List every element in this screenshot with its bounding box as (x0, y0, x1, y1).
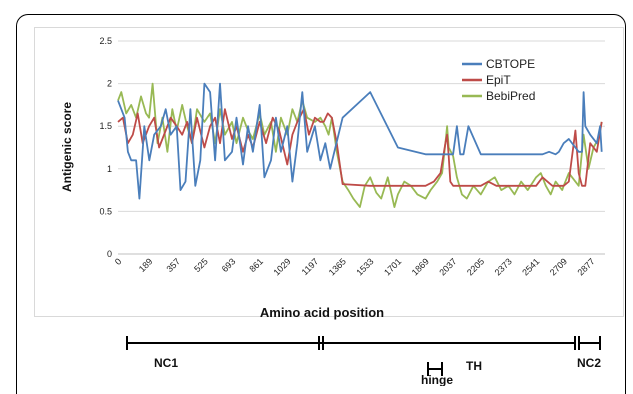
legend-label-epit: EpiT (486, 73, 511, 87)
x-tick-label: 1701 (382, 256, 403, 277)
gridlines (118, 40, 605, 212)
legend-label-bebipred: BebiPred (486, 89, 535, 103)
legend-label-cbtope: CBTOPE (486, 57, 535, 71)
y-tick-label: 2 (107, 79, 112, 89)
nc1-label: NC1 (154, 356, 178, 370)
x-tick-label: 2877 (576, 256, 597, 277)
x-tick-label: 1869 (410, 256, 431, 277)
y-tick-label: 2.5 (99, 36, 112, 46)
x-tick-label: 1533 (354, 256, 375, 277)
x-tick-label: 0 (113, 256, 124, 267)
x-tick-label: 1029 (271, 256, 292, 277)
y-axis-ticks: 0 0.5 1 1.5 2 2.5 (99, 36, 112, 259)
x-tick-label: 357 (164, 256, 182, 274)
x-tick-label: 1365 (327, 256, 348, 277)
x-tick-label: 693 (220, 256, 238, 274)
x-tick-label: 2373 (493, 256, 514, 277)
x-tick-label: 861 (247, 256, 265, 274)
x-axis-label: Amino acid position (260, 305, 384, 320)
antigenic-score-chart: 0 0.5 1 1.5 2 2.5 0 189 357 525 693 861 1029 1197 136… (60, 36, 605, 386)
chart-area (34, 27, 624, 317)
x-tick-label: 2037 (437, 256, 458, 277)
th-label: TH (466, 359, 482, 373)
series-line-epit (117, 108, 603, 187)
x-tick-label: 189 (137, 256, 155, 274)
x-tick-label: 2709 (548, 256, 569, 277)
hinge-label: hinge (421, 373, 453, 386)
legend: CBTOPE EpiT BebiPred (462, 57, 535, 103)
y-tick-label: 0 (107, 249, 112, 259)
y-axis-label: Antigenic score (60, 102, 74, 192)
x-tick-label: 1197 (300, 256, 321, 277)
x-tick-label: 2541 (520, 256, 541, 277)
nc2-label: NC2 (577, 356, 601, 370)
series-lines (117, 82, 603, 209)
x-axis-ticks: 0 189 357 525 693 861 1029 1197 1365 1533 1701 1869… (113, 256, 597, 277)
y-tick-label: 1.5 (99, 121, 112, 131)
domain-bars (126, 336, 601, 376)
series-line-cbtope (117, 82, 603, 200)
y-tick-label: 0.5 (99, 206, 112, 216)
x-tick-label: 2205 (465, 256, 486, 277)
y-tick-label: 1 (107, 164, 112, 174)
x-tick-label: 525 (192, 256, 210, 274)
